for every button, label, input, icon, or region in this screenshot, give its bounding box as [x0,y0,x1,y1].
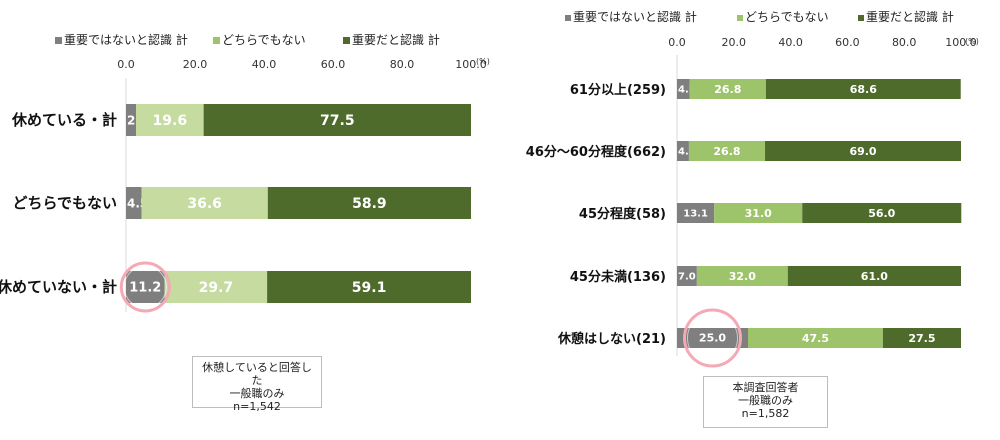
legend-swatch-left-2 [343,37,350,44]
x-tick-left-3: 60.0 [321,58,346,71]
right-note-line-1: 本調査回答者 [732,381,799,394]
bar-right-4-1 [748,328,883,348]
bar-left-2-2 [267,271,471,303]
data-label-right-1-0: 4.2 [678,147,696,158]
x-tick-left-2: 40.0 [252,58,277,71]
category-label-right-4: 休憩はしない(21) [557,331,666,347]
highlight-ring-inner-right [687,312,738,364]
legend-swatch-left-0 [55,37,62,44]
legend-label-left-2: 重要だと認識 計 [352,32,440,47]
left-note-line-3: n=1,542 [233,400,281,413]
bar-right-3-0 [677,266,697,286]
data-label-right-4-1: 47.5 [802,332,829,345]
legend-label-right-2: 重要だと認識 計 [866,9,954,24]
data-label-right-1-2: 69.0 [849,145,876,158]
bar-right-1-0 [677,141,689,161]
bar-left-1-0 [126,187,142,219]
bar-right-3-1 [696,266,788,286]
data-label-left-2-2: 59.1 [352,280,387,296]
bar-right-0-2 [765,79,961,99]
data-label-left-0-2: 77.5 [320,113,355,129]
bar-left-1-2 [267,187,471,219]
legend-swatch-right-2 [858,15,864,21]
legend-swatch-right-0 [565,15,571,21]
bar-right-2-1 [714,203,803,223]
data-label-left-2-0: 11.2 [129,280,161,295]
legend-label-right-1: どちらでもない [745,10,829,24]
data-label-right-4-2: 27.5 [908,332,935,345]
category-label-right-0: 61分以上(259) [570,82,666,98]
data-label-right-3-0: 7.0 [678,272,696,283]
data-label-right-0-1: 26.8 [714,83,741,96]
category-label-right-1: 46分～60分程度(662) [526,144,666,160]
x-tick-left-0: 0.0 [117,58,135,71]
data-label-left-0-1: 19.6 [153,113,188,129]
highlight-ring-left [119,261,171,313]
data-label-right-3-1: 32.0 [729,270,756,283]
x-tick-right-1: 20.0 [722,36,747,49]
category-label-right-3: 45分未満(136) [570,269,666,285]
bar-right-2-0 [677,203,715,223]
data-label-right-4-0: 25.0 [699,332,726,345]
bar-right-4-0 [677,328,748,348]
data-label-right-1-1: 26.8 [713,145,740,158]
legend-swatch-right-1 [737,15,743,21]
bar-left-0-2 [203,104,471,136]
x-tick-right-4: 80.0 [892,36,917,49]
data-label-right-0-2: 68.6 [850,83,877,96]
data-label-right-2-0: 13.1 [683,209,708,220]
bar-left-2-1 [164,271,268,303]
category-label-left-2: 休めていない・計 [0,278,117,296]
x-tick-right-0: 0.0 [668,36,686,49]
unit-label-right: (%) [965,37,979,46]
bar-right-4-2 [882,328,961,348]
bar-left-2-0 [126,271,165,303]
bar-left-0-1 [136,104,204,136]
unit-label-left: (%) [476,57,490,66]
x-tick-left-4: 80.0 [390,58,415,71]
highlight-ring-inner-left [123,265,167,309]
legend-label-left-0: 重要ではないと認識 計 [64,32,188,47]
category-label-left-0: 休めている・計 [11,111,117,129]
left-note-line-1: 休憩していると回答した [202,361,312,387]
x-tick-left-5: 100.0 [455,58,487,71]
data-label-left-2-1: 29.7 [199,280,234,296]
data-label-right-0-0: 4.5 [678,85,696,96]
bar-right-1-2 [765,141,961,161]
legend-label-right-0: 重要ではないと認識 計 [573,9,697,24]
category-label-right-2: 45分程度(58) [579,206,666,222]
highlight-ring-right [683,308,742,368]
bar-right-2-2 [802,203,962,223]
left-note-line-2: 一般職のみ [229,387,285,400]
legend-swatch-left-1 [213,37,220,44]
data-label-left-1-1: 36.6 [187,196,222,212]
left-sample-note: 休憩していると回答した 一般職のみ n=1,542 [192,356,322,413]
data-label-right-2-1: 31.0 [745,207,772,220]
x-tick-right-2: 40.0 [778,36,803,49]
bar-right-1-1 [688,141,766,161]
data-label-left-1-2: 58.9 [352,196,387,212]
bar-right-0-1 [689,79,766,99]
data-label-right-2-2: 56.0 [868,207,895,220]
right-sample-note: 本調査回答者 一般職のみ n=1,582 [703,376,828,428]
data-label-right-3-2: 61.0 [861,270,888,283]
right-note-line-2: 一般職のみ [738,394,793,407]
bar-left-0-0 [126,104,137,136]
bar-right-3-2 [787,266,961,286]
legend-label-left-1: どちらでもない [222,33,306,47]
bar-right-0-0 [677,79,690,99]
x-tick-right-3: 60.0 [835,36,860,49]
bar-left-1-1 [141,187,268,219]
right-note-line-3: n=1,582 [741,407,790,420]
category-label-left-1: どちらでもない [12,194,117,212]
x-tick-right-5: 100.0 [945,36,977,49]
x-tick-left-1: 20.0 [183,58,208,71]
